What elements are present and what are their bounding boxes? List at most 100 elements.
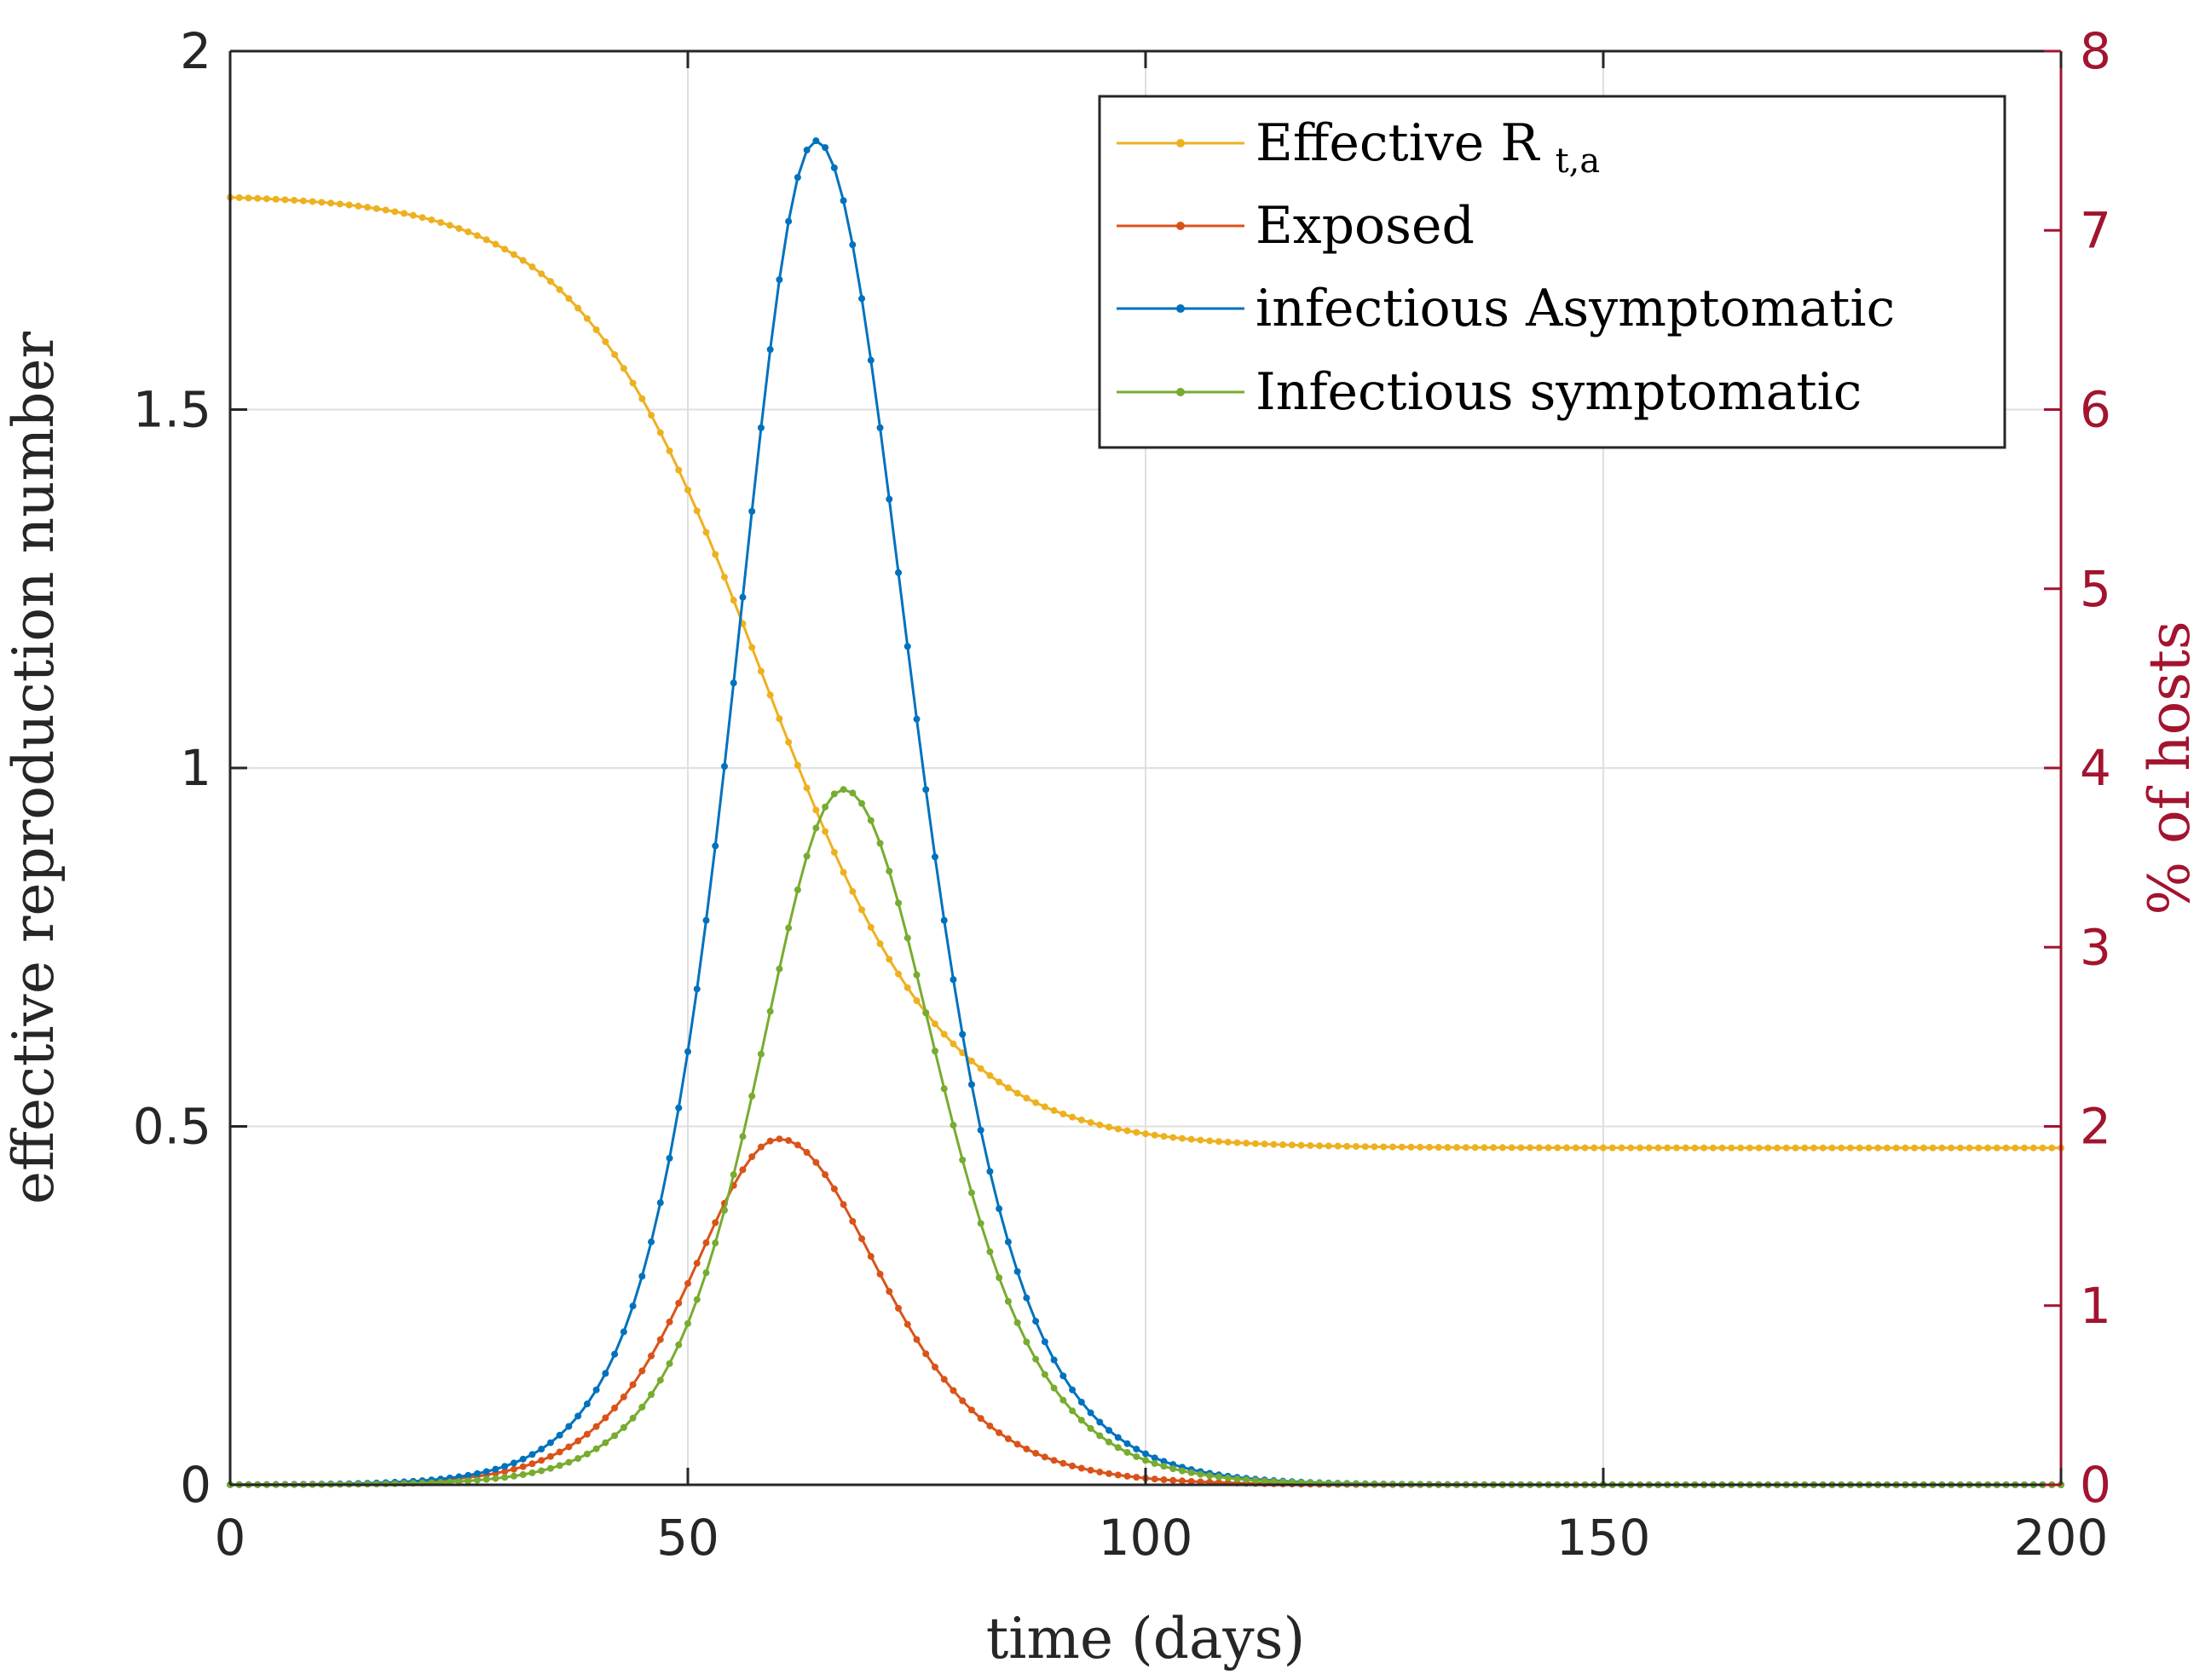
data-point-exposed xyxy=(739,1166,747,1174)
data-point-effective_r xyxy=(757,667,765,675)
data-point-effective_r xyxy=(903,984,911,991)
data-point-exposed xyxy=(712,1219,719,1227)
data-point-effective_r xyxy=(272,195,280,203)
data-point-exposed xyxy=(1069,1462,1077,1469)
data-point-exposed xyxy=(822,1171,829,1179)
data-point-effective_r xyxy=(1096,1121,1104,1129)
legend-entry-exposed: Exposed xyxy=(1117,196,1475,256)
data-point-effective_r xyxy=(1865,1144,1873,1152)
data-point-asymptomatic xyxy=(629,1302,637,1310)
data-point-asymptomatic xyxy=(830,164,838,171)
data-point-exposed xyxy=(757,1143,765,1151)
data-point-symptomatic xyxy=(794,886,801,893)
data-point-exposed xyxy=(1151,1475,1158,1483)
data-point-effective_r xyxy=(1618,1144,1625,1152)
data-point-asymptomatic xyxy=(620,1328,627,1336)
y-right-tick-label: 4 xyxy=(2080,739,2111,797)
data-point-effective_r xyxy=(1371,1143,1378,1151)
data-point-asymptomatic xyxy=(501,1463,509,1470)
legend: Effective R t,a Exposed infectious Asymp… xyxy=(1098,95,2006,449)
data-point-asymptomatic xyxy=(574,1412,582,1420)
data-point-effective_r xyxy=(1388,1143,1396,1151)
data-point-asymptomatic xyxy=(867,356,875,364)
data-point-effective_r xyxy=(565,295,573,303)
data-point-effective_r xyxy=(1746,1144,1753,1152)
data-point-effective_r xyxy=(1975,1144,1983,1152)
data-point-symptomatic xyxy=(638,1403,646,1411)
data-point-effective_r xyxy=(1270,1140,1278,1148)
data-point-symptomatic xyxy=(1251,1476,1259,1484)
data-point-effective_r xyxy=(1993,1144,2000,1152)
legend-label-effective-r: Effective R t,a xyxy=(1256,113,1600,181)
data-point-exposed xyxy=(629,1381,637,1388)
data-point-effective_r xyxy=(235,193,243,201)
data-point-symptomatic xyxy=(538,1467,546,1475)
data-point-exposed xyxy=(510,1465,517,1473)
legend-marker-asymptomatic xyxy=(1176,304,1185,313)
data-point-asymptomatic xyxy=(1050,1356,1058,1364)
data-point-asymptomatic xyxy=(996,1205,1003,1213)
data-point-effective_r xyxy=(355,202,362,210)
data-point-effective_r xyxy=(1682,1144,1689,1152)
data-point-symptomatic xyxy=(1059,1396,1067,1404)
data-point-effective_r xyxy=(1307,1141,1314,1149)
data-point-effective_r xyxy=(1508,1144,1515,1152)
data-point-effective_r xyxy=(1353,1143,1360,1151)
data-point-asymptomatic xyxy=(1077,1398,1085,1406)
data-point-exposed xyxy=(967,1406,975,1414)
data-point-asymptomatic xyxy=(1069,1386,1077,1394)
data-point-effective_r xyxy=(391,208,399,216)
data-point-effective_r xyxy=(940,1031,948,1038)
data-point-effective_r xyxy=(1774,1144,1781,1152)
y-left-tick-label: 1 xyxy=(180,739,211,797)
data-point-symptomatic xyxy=(666,1360,673,1367)
data-point-asymptomatic xyxy=(492,1465,499,1473)
data-point-exposed xyxy=(656,1336,664,1343)
data-point-effective_r xyxy=(1645,1144,1653,1152)
data-point-exposed xyxy=(1013,1440,1021,1448)
data-point-effective_r xyxy=(546,278,554,286)
data-point-asymptomatic xyxy=(611,1350,619,1358)
data-point-effective_r xyxy=(1902,1144,1909,1152)
data-point-exposed xyxy=(867,1253,875,1261)
data-point-effective_r xyxy=(1563,1144,1571,1152)
data-point-symptomatic xyxy=(766,1007,774,1015)
data-point-symptomatic xyxy=(1096,1432,1104,1440)
data-point-effective_r xyxy=(1535,1144,1543,1152)
data-point-effective_r xyxy=(291,196,298,204)
data-point-asymptomatic xyxy=(473,1469,481,1477)
data-point-exposed xyxy=(693,1260,701,1267)
data-point-asymptomatic xyxy=(794,174,801,182)
data-point-exposed xyxy=(684,1279,691,1287)
data-point-effective_r xyxy=(1471,1144,1479,1152)
data-point-symptomatic xyxy=(1013,1319,1021,1326)
data-point-effective_r xyxy=(1810,1144,1818,1152)
legend-label-effective-r-main: Effective R xyxy=(1256,113,1540,173)
data-point-effective_r xyxy=(519,257,527,264)
y-left-tick-label: 0 xyxy=(180,1456,211,1514)
legend-label-exposed: Exposed xyxy=(1256,196,1475,256)
data-point-effective_r xyxy=(1050,1106,1058,1114)
data-point-asymptomatic xyxy=(840,197,847,205)
data-point-symptomatic xyxy=(546,1464,554,1472)
data-point-effective_r xyxy=(1544,1144,1552,1152)
data-point-effective_r xyxy=(748,644,756,651)
data-point-effective_r xyxy=(1728,1144,1735,1152)
data-point-symptomatic xyxy=(528,1469,536,1476)
data-point-asymptomatic xyxy=(903,643,911,650)
data-point-symptomatic xyxy=(840,786,847,794)
data-point-effective_r xyxy=(437,218,445,226)
data-point-symptomatic xyxy=(565,1458,573,1466)
data-point-effective_r xyxy=(2002,1144,2010,1152)
data-point-effective_r xyxy=(465,228,472,236)
data-point-effective_r xyxy=(592,326,600,333)
data-point-effective_r xyxy=(950,1040,957,1048)
data-point-effective_r xyxy=(2039,1144,2046,1152)
data-point-asymptomatic xyxy=(1023,1294,1030,1302)
data-point-asymptomatic xyxy=(812,137,820,145)
data-point-symptomatic xyxy=(482,1475,490,1483)
data-point-asymptomatic xyxy=(922,786,930,794)
data-point-effective_r xyxy=(1106,1123,1113,1131)
